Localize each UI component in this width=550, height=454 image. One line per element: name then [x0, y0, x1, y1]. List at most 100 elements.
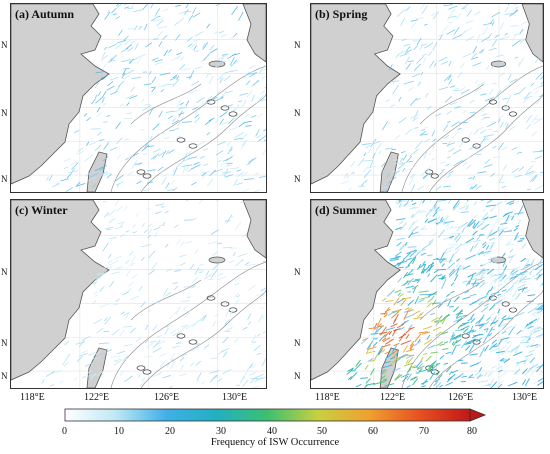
- isw-streak: [439, 34, 443, 41]
- isw-streak: [179, 64, 186, 70]
- isw-streak: [540, 307, 543, 312]
- isw-streak: [255, 373, 264, 378]
- lon-label: 126°E: [154, 392, 180, 403]
- isw-streak: [392, 349, 398, 355]
- isw-streak: [456, 315, 463, 319]
- isw-streak: [465, 345, 471, 351]
- isw-streak: [405, 43, 411, 46]
- isw-streak: [486, 289, 490, 296]
- isw-streak: [428, 152, 432, 156]
- isw-streak: [393, 162, 403, 165]
- isw-streak: [534, 155, 542, 160]
- colorbar-tick: 30: [216, 426, 226, 437]
- isw-streak: [76, 182, 80, 187]
- isw-streak: [122, 75, 131, 80]
- isw-streak: [512, 290, 517, 298]
- isw-streak: [479, 200, 483, 203]
- isw-streak: [110, 355, 121, 358]
- isw-streak: [453, 339, 458, 346]
- isw-streak: [450, 291, 455, 294]
- isw-streak: [523, 277, 531, 281]
- isw-streak: [363, 152, 366, 157]
- isw-streak: [358, 185, 366, 187]
- isw-streak: [401, 320, 409, 326]
- isw-streak: [536, 310, 542, 314]
- isw-streak: [431, 317, 439, 322]
- isw-streak: [404, 241, 408, 246]
- isw-streak: [420, 131, 427, 136]
- isw-streak: [412, 209, 420, 218]
- island-marker: [136, 169, 146, 175]
- isw-streak: [409, 348, 415, 352]
- isw-streak: [489, 231, 498, 237]
- isw-streak: [535, 55, 540, 63]
- isw-streak: [206, 132, 210, 136]
- isw-streak: [67, 170, 79, 174]
- isw-streak: [421, 385, 426, 388]
- isw-streak: [462, 280, 468, 283]
- isw-streak: [225, 156, 233, 161]
- isw-streak: [245, 264, 256, 266]
- isw-streak: [445, 163, 450, 167]
- isw-streak: [374, 322, 378, 329]
- isw-streak: [121, 72, 126, 79]
- isw-streak: [166, 268, 172, 272]
- isw-streak: [165, 325, 170, 328]
- isw-streak: [212, 65, 220, 69]
- isw-streak: [452, 34, 462, 39]
- isw-streak: [422, 326, 433, 330]
- lon-label: 130°E: [222, 392, 248, 403]
- isw-streak: [234, 292, 239, 298]
- isw-streak: [460, 321, 470, 327]
- isw-streak: [441, 279, 447, 289]
- isw-streak: [210, 376, 220, 381]
- isw-streak: [428, 261, 434, 272]
- isw-streak: [261, 76, 266, 79]
- isw-streak: [422, 200, 425, 204]
- isw-streak: [245, 163, 251, 166]
- isw-streak: [435, 382, 441, 388]
- isw-streak: [498, 369, 503, 373]
- isw-streak: [84, 154, 93, 162]
- isw-streak: [119, 329, 125, 336]
- isw-streak: [96, 107, 101, 113]
- isw-streak: [233, 178, 238, 187]
- isw-streak: [405, 359, 409, 364]
- isw-streak: [475, 361, 482, 365]
- isw-streak: [396, 298, 405, 304]
- isw-streak: [398, 353, 407, 359]
- isw-streak: [423, 126, 429, 129]
- isw-streak: [460, 325, 470, 331]
- isw-streak: [124, 4, 127, 6]
- isw-streak: [87, 176, 95, 182]
- isw-streak: [384, 383, 395, 387]
- isw-streak: [496, 380, 504, 386]
- isw-streak: [490, 277, 497, 286]
- isw-streak: [79, 352, 88, 357]
- isw-streak: [198, 271, 204, 274]
- isw-streak: [167, 115, 174, 119]
- isw-streak: [492, 339, 497, 344]
- isw-streak: [509, 10, 519, 17]
- isw-streak: [246, 80, 251, 85]
- isw-streak: [427, 344, 436, 349]
- isw-streak: [484, 158, 491, 165]
- isw-streak: [478, 380, 489, 383]
- lon-label: 118°E: [20, 392, 45, 403]
- isw-streak: [187, 156, 198, 160]
- isw-streak: [239, 104, 244, 109]
- land-mainland: [311, 200, 401, 381]
- isw-streak: [393, 328, 401, 332]
- isw-streak: [508, 215, 512, 219]
- isw-streak: [445, 314, 450, 317]
- isw-streak: [531, 131, 538, 137]
- isw-streak: [419, 210, 427, 213]
- isw-streak: [123, 312, 129, 316]
- isobath-contour: [130, 279, 202, 321]
- lon-label: 126°E: [448, 392, 474, 403]
- isw-streak: [405, 327, 412, 334]
- isw-streak: [497, 293, 502, 296]
- isw-streak: [382, 364, 393, 369]
- isw-streak: [428, 361, 436, 368]
- isw-streak: [405, 6, 411, 12]
